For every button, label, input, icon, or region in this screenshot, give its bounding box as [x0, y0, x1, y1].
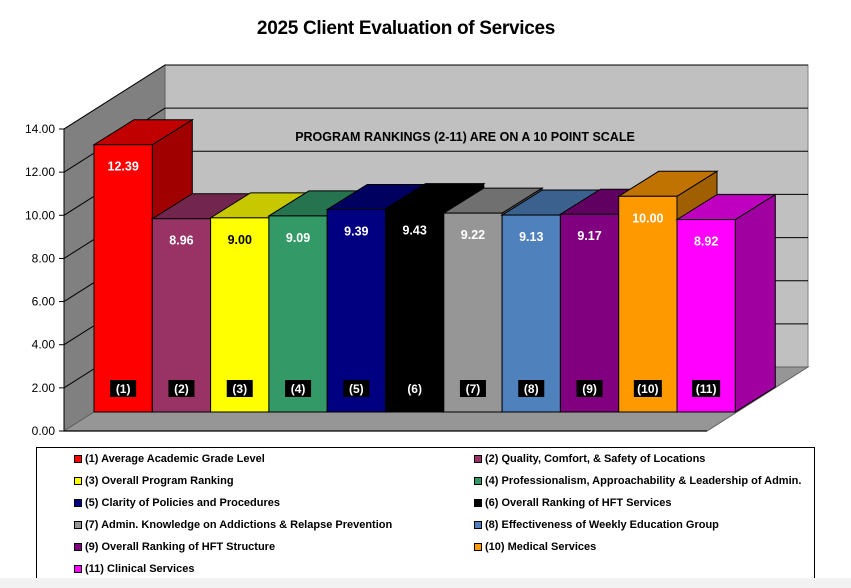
legend-item: (8) Effectiveness of Weekly Education Gr… [474, 519, 719, 531]
category-label-bg [692, 380, 721, 397]
category-label: (7) [466, 382, 481, 396]
legend-swatch [74, 499, 82, 507]
bar-front [326, 208, 387, 413]
gridline [63, 64, 808, 130]
bar-value-label: 10.00 [632, 211, 663, 225]
bar-front [501, 214, 561, 413]
category-label-bg [285, 380, 312, 397]
bottom-strip [0, 578, 851, 588]
legend-swatch [474, 521, 482, 529]
legend-label: (6) Overall Ranking of HFT Services [485, 497, 672, 509]
legend-item: (6) Overall Ranking of HFT Services [474, 497, 671, 509]
legend: (1) Average Academic Grade Level (2) Qual… [36, 447, 815, 587]
chart-annotation: PROGRAM RANKINGS (2-11) ARE ON A 10 POIN… [295, 130, 635, 144]
bar-value-label: 8.92 [694, 235, 718, 249]
category-label-bg [401, 380, 428, 397]
legend-item: (2) Quality, Comfort, & Safety of Locati… [474, 453, 705, 465]
bar-side [734, 193, 776, 413]
legend-swatch [74, 455, 82, 463]
legend-label: (1) Average Academic Grade Level [85, 453, 265, 465]
legend-label: (4) Professionalism, Approachability & L… [485, 475, 802, 487]
bar-front [93, 144, 153, 413]
category-label: (11) [696, 382, 717, 396]
category-label-bg [518, 380, 545, 397]
y-tick-label: 0.00 [32, 424, 56, 438]
y-tick-label: 10.00 [25, 208, 55, 222]
bar-value-label: 9.39 [344, 224, 368, 238]
legend-swatch [474, 499, 482, 507]
legend-item: (11) Clinical Services [74, 563, 194, 575]
y-tick-label: 4.00 [32, 338, 56, 352]
category-label-bg [459, 380, 486, 397]
legend-swatch [74, 543, 82, 551]
bar-front [618, 195, 678, 413]
bar-front [151, 218, 212, 413]
y-tick-label: 12.00 [25, 165, 55, 179]
bar-value-label: 9.43 [402, 224, 426, 238]
bar-front [268, 215, 328, 413]
category-label: (8) [524, 382, 539, 396]
legend-item: (10) Medical Services [474, 541, 596, 553]
legend-label: (11) Clinical Services [85, 563, 195, 575]
y-tick-label: 2.00 [32, 381, 56, 395]
legend-swatch [474, 543, 482, 551]
category-label: (1) [116, 382, 131, 396]
legend-label: (7) Admin. Knowledge on Addictions & Rel… [85, 519, 393, 531]
category-label: (3) [232, 382, 247, 396]
legend-item: (4) Professionalism, Approachability & L… [474, 475, 801, 487]
category-label: (10) [637, 382, 658, 396]
legend-swatch [74, 521, 82, 529]
legend-swatch [474, 477, 482, 485]
category-label: (9) [582, 382, 597, 396]
legend-label: (10) Medical Services [485, 541, 597, 553]
chart-title: 2025 Client Evaluation of Services [256, 18, 556, 39]
legend-item: (1) Average Academic Grade Level [74, 453, 265, 465]
legend-label: (2) Quality, Comfort, & Safety of Locati… [485, 453, 706, 465]
legend-swatch [74, 565, 82, 573]
category-label: (2) [174, 382, 189, 396]
legend-swatch [474, 455, 482, 463]
legend-label: (5) Clarity of Policies and Procedures [85, 497, 281, 509]
bar-value-label: 9.00 [228, 233, 252, 247]
category-label-bg [576, 380, 603, 397]
bar: 8.92 (11) [675, 193, 778, 413]
category-label-bg [343, 380, 370, 397]
bar-value-label: 9.17 [577, 229, 601, 243]
legend-item: (5) Clarity of Policies and Procedures [74, 497, 280, 509]
category-label-bg [168, 380, 195, 397]
category-label-bg [633, 380, 662, 397]
category-label: (6) [407, 382, 422, 396]
bar-value-label: 9.22 [461, 228, 485, 242]
legend-item: (7) Admin. Knowledge on Addictions & Rel… [74, 519, 392, 531]
bar-front [385, 208, 445, 413]
y-tick-label: 14.00 [25, 122, 55, 136]
bar-front [443, 212, 503, 413]
legend-label: (9) Overall Ranking of HFT Structure [85, 541, 276, 553]
y-tick-label: 6.00 [32, 295, 56, 309]
legend-label: (3) Overall Program Ranking [85, 475, 234, 487]
legend-item: (3) Overall Program Ranking [74, 475, 234, 487]
bar-value-label: 9.09 [286, 231, 310, 245]
y-axis: 0.00 2.00 4.00 6.00 8.00 10.00 12.00 14.00 [25, 122, 65, 438]
bar-value-label: 12.39 [108, 160, 139, 174]
category-label-bg [110, 380, 137, 397]
bar-value-label: 8.96 [169, 234, 193, 248]
legend-swatch [74, 477, 82, 485]
category-label-bg [226, 380, 253, 397]
bars: 12.39 (1) 8.96 (2) 9.00 (3) 9.09 (4) 9.39 (5) 9.43… [92, 118, 778, 413]
legend-item: (9) Overall Ranking of HFT Structure [74, 541, 275, 553]
category-label: (5) [349, 382, 364, 396]
legend-label: (8) Effectiveness of Weekly Education Gr… [485, 519, 719, 531]
y-tick-label: 8.00 [32, 251, 56, 265]
category-label: (4) [291, 382, 306, 396]
bar-value-label: 9.13 [519, 230, 543, 244]
bar-front [676, 219, 736, 413]
